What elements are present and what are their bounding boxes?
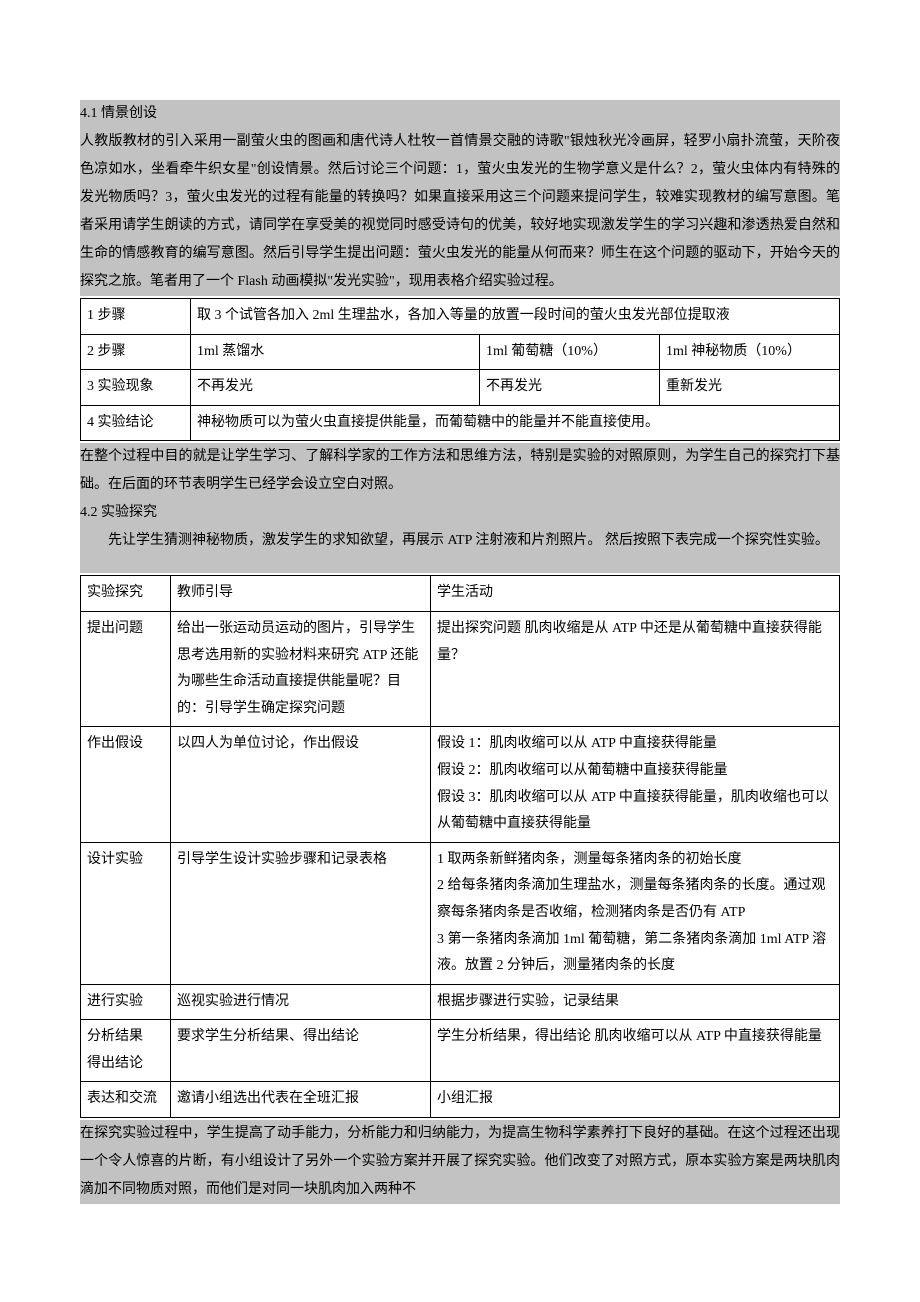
cell: 学生分析结果，得出结论 肌肉收缩可以从 ATP 中直接获得能量 (431, 1020, 840, 1082)
cell: 巡视实验进行情况 (171, 984, 431, 1020)
cell: 根据步骤进行实验，记录结果 (431, 984, 840, 1020)
cell: 给出一张运动员运动的图片，引导学生思考选用新的实验材料来研究 ATP 还能为哪些… (171, 611, 431, 726)
cell-step3-a: 不再发光 (191, 370, 480, 406)
cell-step4-label: 4 实验结论 (81, 405, 191, 441)
cell-step2-label: 2 步骤 (81, 334, 191, 370)
table-row: 作出假设 以四人为单位讨论，作出假设 假设 1：肌肉收缩可以从 ATP 中直接获… (81, 727, 840, 842)
table-row: 3 实验现象 不再发光 不再发光 重新发光 (81, 370, 840, 406)
cell: 1 取两条新鲜猪肉条，测量每条猪肉条的初始长度2 给每条猪肉条滴加生理盐水，测量… (431, 842, 840, 984)
inquiry-experiment-table: 实验探究 教师引导 学生活动 提出问题 给出一张运动员运动的图片，引导学生思考选… (80, 575, 840, 1118)
cell: 邀请小组选出代表在全班汇报 (171, 1082, 431, 1118)
cell: 假设 1：肌肉收缩可以从 ATP 中直接获得能量假设 2：肌肉收缩可以从葡萄糖中… (431, 727, 840, 842)
section-4-1-paragraph: 人教版教材的引入采用一副萤火虫的图画和唐代诗人杜牧一首情景交融的诗歌"银烛秋光冷… (80, 128, 840, 296)
cell: 以四人为单位讨论，作出假设 (171, 727, 431, 842)
spacer (80, 555, 840, 573)
section-4-2-paragraph: 先让学生猜测神秘物质，激发学生的求知欲望，再展示 ATP 注射液和片剂照片。 然… (80, 527, 840, 555)
cell: 表达和交流 (81, 1082, 171, 1118)
cell-step4-content: 神秘物质可以为萤火虫直接提供能量，而葡萄糖中的能量并不能直接使用。 (191, 405, 840, 441)
cell-step3-b: 不再发光 (480, 370, 660, 406)
cell: 作出假设 (81, 727, 171, 842)
cell-step3-c: 重新发光 (660, 370, 840, 406)
cell-step2-b: 1ml 葡萄糖（10%） (480, 334, 660, 370)
experiment-process-table: 1 步骤 取 3 个试管各加入 2ml 生理盐水，各加入等量的放置一段时间的萤火… (80, 298, 840, 441)
section-4-2-after: 在探究实验过程中，学生提高了动手能力，分析能力和归纳能力，为提高生物科学素养打下… (80, 1120, 840, 1204)
header-col3: 学生活动 (431, 576, 840, 612)
cell-step1-content: 取 3 个试管各加入 2ml 生理盐水，各加入等量的放置一段时间的萤火虫发光部位… (191, 299, 840, 335)
cell-step3-label: 3 实验现象 (81, 370, 191, 406)
cell: 进行实验 (81, 984, 171, 1020)
table-row: 分析结果得出结论 要求学生分析结果、得出结论 学生分析结果，得出结论 肌肉收缩可… (81, 1020, 840, 1082)
table-row: 1 步骤 取 3 个试管各加入 2ml 生理盐水，各加入等量的放置一段时间的萤火… (81, 299, 840, 335)
section-4-1-after: 在整个过程中目的就是让学生学习、了解科学家的工作方法和思维方法，特别是实验的对照… (80, 443, 840, 499)
cell: 分析结果得出结论 (81, 1020, 171, 1082)
header-col2: 教师引导 (171, 576, 431, 612)
table-row: 4 实验结论 神秘物质可以为萤火虫直接提供能量，而葡萄糖中的能量并不能直接使用。 (81, 405, 840, 441)
cell-step2-a: 1ml 蒸馏水 (191, 334, 480, 370)
table-row: 设计实验 引导学生设计实验步骤和记录表格 1 取两条新鲜猪肉条，测量每条猪肉条的… (81, 842, 840, 984)
table-row: 2 步骤 1ml 蒸馏水 1ml 葡萄糖（10%） 1ml 神秘物质（10%） (81, 334, 840, 370)
table-header-row: 实验探究 教师引导 学生活动 (81, 576, 840, 612)
section-4-1-title: 4.1 情景创设 (80, 100, 840, 128)
cell: 提出问题 (81, 611, 171, 726)
cell-step2-c: 1ml 神秘物质（10%） (660, 334, 840, 370)
header-col1: 实验探究 (81, 576, 171, 612)
table-row: 表达和交流 邀请小组选出代表在全班汇报 小组汇报 (81, 1082, 840, 1118)
table-row: 进行实验 巡视实验进行情况 根据步骤进行实验，记录结果 (81, 984, 840, 1020)
cell: 引导学生设计实验步骤和记录表格 (171, 842, 431, 984)
cell: 要求学生分析结果、得出结论 (171, 1020, 431, 1082)
cell: 设计实验 (81, 842, 171, 984)
cell: 小组汇报 (431, 1082, 840, 1118)
cell: 提出探究问题 肌肉收缩是从 ATP 中还是从葡萄糖中直接获得能量？ (431, 611, 840, 726)
table-row: 提出问题 给出一张运动员运动的图片，引导学生思考选用新的实验材料来研究 ATP … (81, 611, 840, 726)
cell-step1-label: 1 步骤 (81, 299, 191, 335)
section-4-2-title: 4.2 实验探究 (80, 499, 840, 527)
